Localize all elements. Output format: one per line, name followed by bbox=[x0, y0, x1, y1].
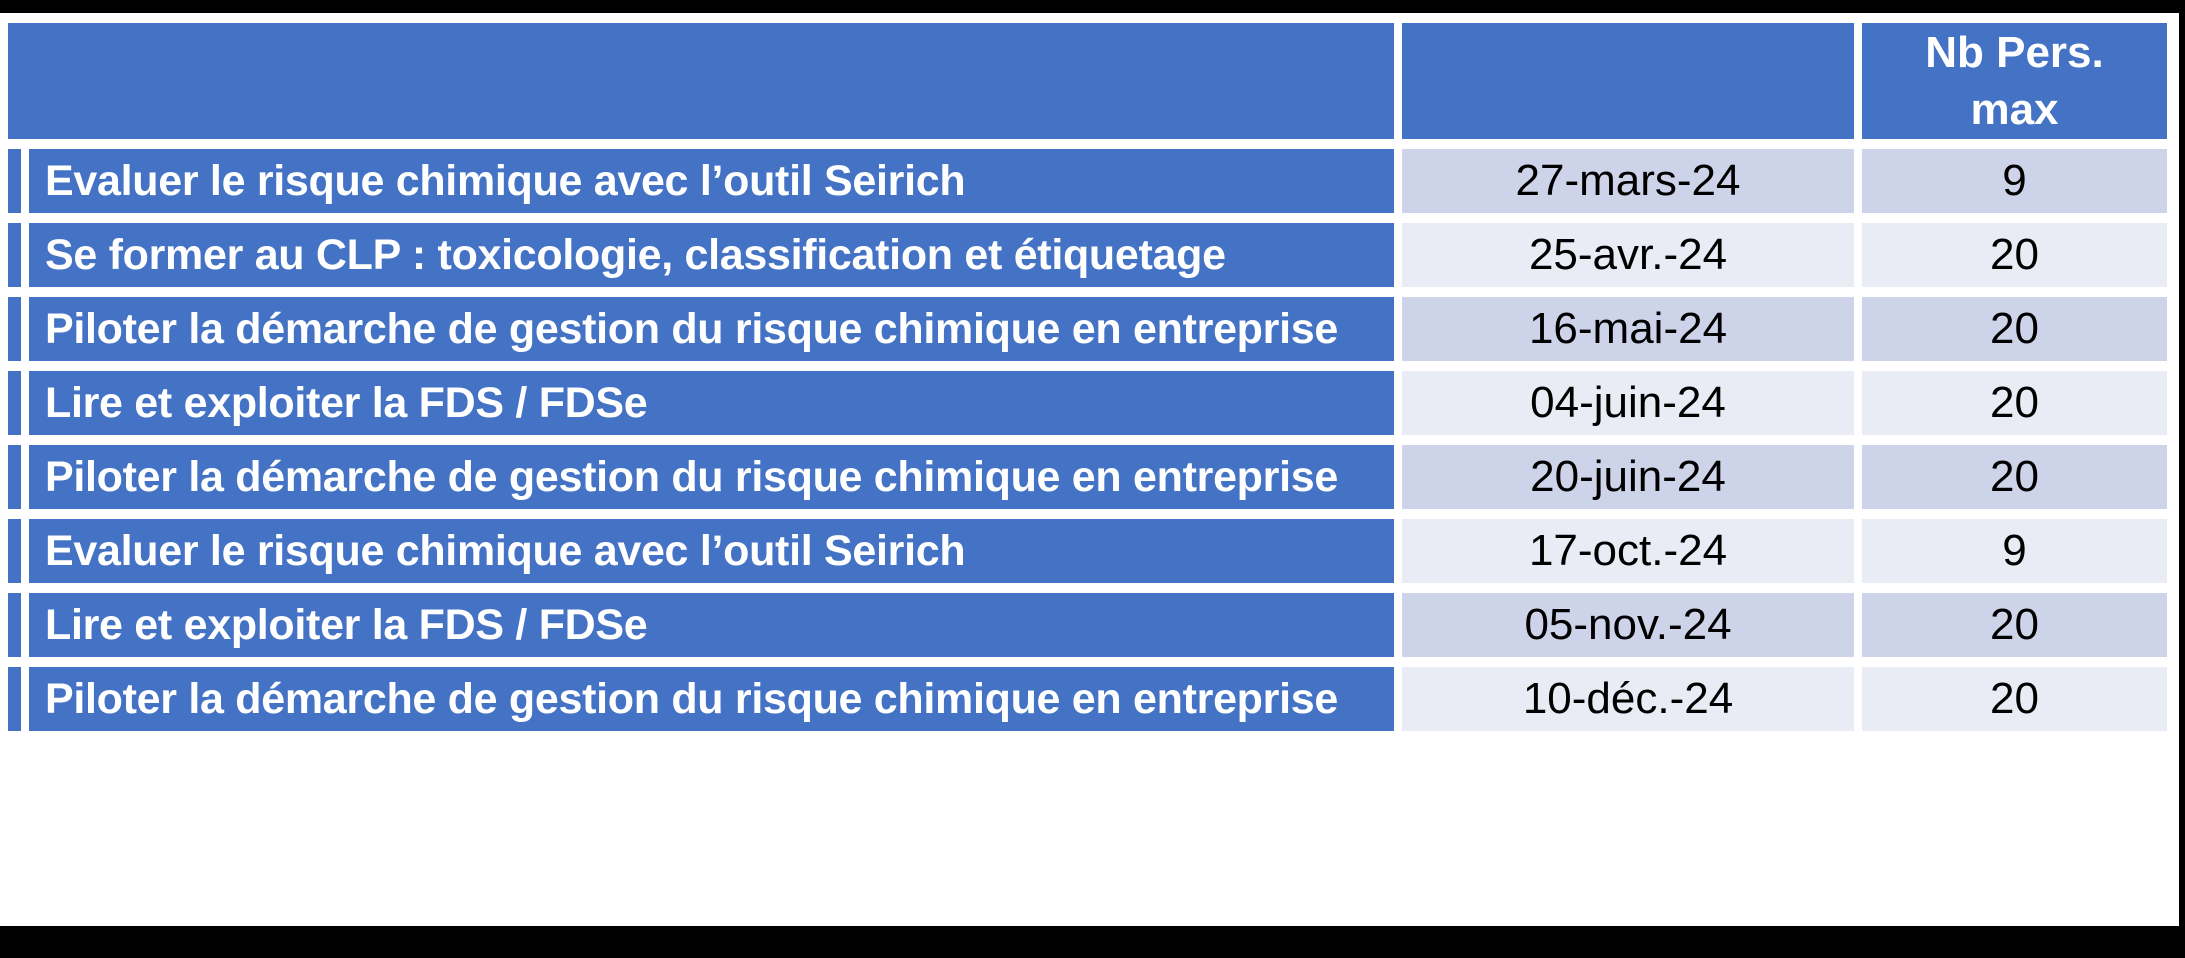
session-date-cell: 16-mai-24 bbox=[1402, 297, 1854, 361]
training-name-cell: Evaluer le risque chimique avec l’outil … bbox=[29, 519, 1394, 583]
max-persons-cell: 20 bbox=[1862, 223, 2167, 287]
row-left-spacer-cell bbox=[8, 445, 21, 509]
header-nb-pers-max-cell: Nb Pers. max bbox=[1862, 23, 2167, 139]
max-persons-cell: 20 bbox=[1862, 445, 2167, 509]
row-left-spacer-cell bbox=[8, 667, 21, 731]
max-persons-cell: 20 bbox=[1862, 371, 2167, 435]
session-date-cell: 25-avr.-24 bbox=[1402, 223, 1854, 287]
session-date-cell: 27-mars-24 bbox=[1402, 149, 1854, 213]
row-left-spacer-cell bbox=[8, 223, 21, 287]
table-row: Evaluer le risque chimique avec l’outil … bbox=[8, 519, 2167, 583]
max-persons-cell: 20 bbox=[1862, 667, 2167, 731]
session-date-cell: 17-oct.-24 bbox=[1402, 519, 1854, 583]
row-left-spacer-cell bbox=[8, 297, 21, 361]
training-schedule-table: Nb Pers. max Evaluer le risque chimique … bbox=[0, 13, 2175, 741]
training-name-cell: Lire et exploiter la FDS / FDSe bbox=[29, 593, 1394, 657]
table-row: Piloter la démarche de gestion du risque… bbox=[8, 667, 2167, 731]
session-date-cell: 10-déc.-24 bbox=[1402, 667, 1854, 731]
table-row: Se former au CLP : toxicologie, classifi… bbox=[8, 223, 2167, 287]
header-date-cell bbox=[1402, 23, 1854, 139]
session-date-cell: 05-nov.-24 bbox=[1402, 593, 1854, 657]
table-row: Evaluer le risque chimique avec l’outil … bbox=[8, 149, 2167, 213]
table-row: Lire et exploiter la FDS / FDSe 05-nov.-… bbox=[8, 593, 2167, 657]
training-name-cell: Piloter la démarche de gestion du risque… bbox=[29, 445, 1394, 509]
table-row: Lire et exploiter la FDS / FDSe 04-juin-… bbox=[8, 371, 2167, 435]
row-left-spacer-cell bbox=[8, 519, 21, 583]
row-left-spacer-cell bbox=[8, 593, 21, 657]
training-name-cell: Se former au CLP : toxicologie, classifi… bbox=[29, 223, 1394, 287]
max-persons-cell: 9 bbox=[1862, 519, 2167, 583]
training-name-cell: Lire et exploiter la FDS / FDSe bbox=[29, 371, 1394, 435]
training-name-cell: Piloter la démarche de gestion du risque… bbox=[29, 297, 1394, 361]
max-persons-cell: 20 bbox=[1862, 297, 2167, 361]
table-row: Piloter la démarche de gestion du risque… bbox=[8, 445, 2167, 509]
row-left-spacer-cell bbox=[8, 371, 21, 435]
document-page: Nb Pers. max Evaluer le risque chimique … bbox=[0, 13, 2179, 926]
max-persons-cell: 20 bbox=[1862, 593, 2167, 657]
training-name-cell: Evaluer le risque chimique avec l’outil … bbox=[29, 149, 1394, 213]
session-date-cell: 04-juin-24 bbox=[1402, 371, 1854, 435]
header-training-cell bbox=[8, 23, 1394, 139]
table-row: Piloter la démarche de gestion du risque… bbox=[8, 297, 2167, 361]
max-persons-cell: 9 bbox=[1862, 149, 2167, 213]
training-name-cell: Piloter la démarche de gestion du risque… bbox=[29, 667, 1394, 731]
row-left-spacer-cell bbox=[8, 149, 21, 213]
header-row: Nb Pers. max bbox=[8, 23, 2167, 139]
session-date-cell: 20-juin-24 bbox=[1402, 445, 1854, 509]
